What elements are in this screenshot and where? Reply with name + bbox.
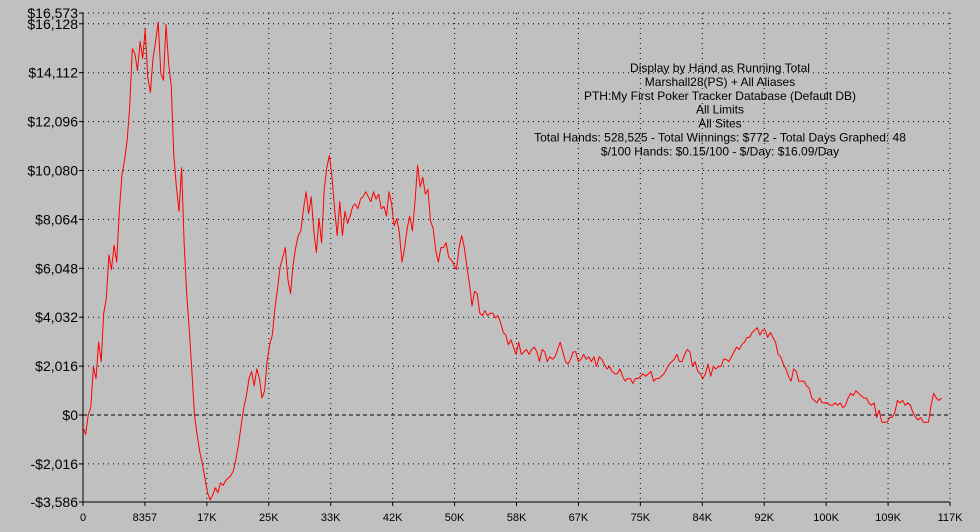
x-tick-label: 17K [197,512,217,524]
y-tick-label: -$2,016 [31,456,79,472]
x-axis-ticks: 0 8357 17K 25K 33K 42K 50K 58K 67K 75K 84K 92K 100K 1… [80,502,963,524]
y-tick-label: -$3,586 [31,494,79,510]
y-axis-ticks: $16,573$16,128 $14,112 $12,096 $10,080 $8,06… [27,5,83,510]
x-tick-label: 25K [259,512,279,524]
series-line-0 [82,21,942,501]
x-tick-label: 109K [875,512,901,524]
info-line: Marshall28(PS) + All Aliases [645,75,795,89]
y-tick-label: $8,064 [35,211,78,227]
y-tick-label: $16,128 [27,16,78,32]
info-line: PTH:My First Poker Tracker Database (Def… [584,89,856,103]
x-tick-label: 117K [938,512,964,524]
series-group [82,21,942,501]
info-line: $/100 Hands: $0.15/100 - $/Day: $16.09/D… [601,144,839,158]
y-tick-label: $14,112 [28,65,78,81]
x-tick-label: 100K [813,512,839,524]
y-tick-label: $10,080 [27,163,78,179]
y-tick-label: $4,032 [35,309,78,325]
grid-lines [83,12,951,503]
info-line: All Limits [696,103,744,117]
y-tick-label: $12,096 [27,114,78,130]
x-tick-label: 84K [692,512,712,524]
x-tick-label: 92K [754,512,774,524]
info-line: Total Hands: 528,525 - Total Winnings: $… [534,131,906,145]
x-tick-label: 75K [631,512,651,524]
y-tick-label: $0 [62,407,78,423]
x-tick-label: 58K [507,512,527,524]
y-tick-label: $6,048 [35,260,78,276]
x-tick-label: 0 [80,512,86,524]
y-tick-label: $2,016 [35,358,78,374]
x-tick-label: 33K [321,512,341,524]
x-tick-label: 67K [569,512,589,524]
x-tick-label: 50K [445,512,465,524]
x-tick-label: 42K [383,512,403,524]
x-tick-label: 8357 [133,512,157,524]
info-text-block: Display by Hand as Running TotalMarshall… [534,61,906,158]
info-line: Display by Hand as Running Total [630,61,810,75]
info-line: All Sites [698,117,741,131]
y-tick-label: $16,573 [27,5,78,21]
